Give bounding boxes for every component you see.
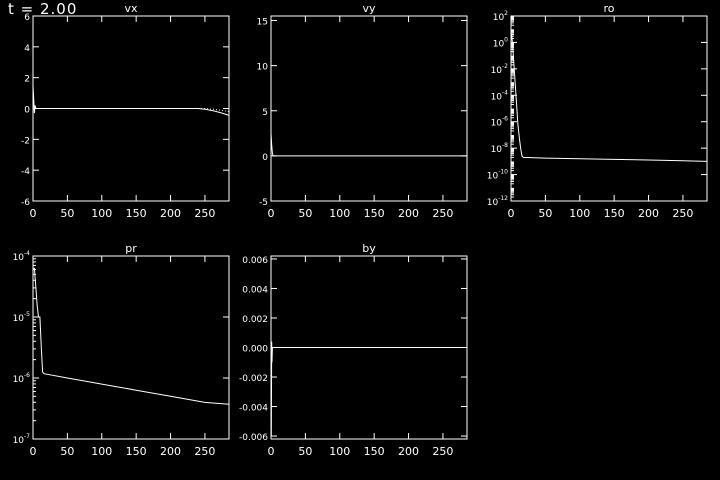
- x-tick-label: 0: [30, 445, 37, 458]
- series-line: [270, 133, 467, 157]
- series-line: [33, 267, 230, 405]
- y-tick-label: 10: [257, 63, 269, 73]
- plot-frame: [510, 15, 708, 202]
- x-tick-label: 100: [91, 207, 112, 220]
- y-tick-label: 6: [24, 13, 30, 23]
- x-tick-label: 150: [364, 445, 385, 458]
- y-tick-label: 10-12: [487, 195, 508, 208]
- x-tick-label: 50: [298, 445, 312, 458]
- x-tick-label: 100: [329, 445, 350, 458]
- x-tick-label: 100: [569, 207, 590, 220]
- series-line: [510, 34, 708, 162]
- x-tick-label: 0: [268, 445, 275, 458]
- y-tick-label: -0.004: [239, 404, 268, 414]
- y-tick-label: 10-4: [491, 89, 509, 102]
- y-tick-label: 10-8: [491, 142, 509, 155]
- x-tick-label: 250: [432, 445, 453, 458]
- x-tick-label: 50: [298, 207, 312, 220]
- series-line: [198, 108, 230, 113]
- y-tick-label: -0.006: [239, 433, 268, 443]
- y-tick-label: -4: [21, 167, 30, 177]
- x-tick-label: 150: [604, 207, 625, 220]
- x-tick-label: 200: [398, 445, 419, 458]
- y-tick-label: 102: [493, 10, 508, 23]
- y-tick-label: 10-7: [13, 433, 31, 446]
- y-tick-label: 0.004: [242, 285, 268, 295]
- y-tick-label: 0.002: [242, 315, 268, 325]
- chart-title: pr: [125, 242, 137, 255]
- x-tick-label: 200: [638, 207, 659, 220]
- chart-ro: ro 0 50 100 150 200 250 102 100 10-2 10-4 10-6 10-8 1…: [487, 2, 708, 220]
- y-tick-label: 0.000: [242, 345, 268, 355]
- x-tick-label: 250: [194, 207, 215, 220]
- y-tick-label: 0.006: [242, 256, 268, 266]
- chart-title: vy: [362, 2, 376, 15]
- y-tick-label: 10-2: [491, 63, 509, 76]
- y-tick-label: 10-10: [487, 169, 508, 182]
- x-tick-label: 250: [672, 207, 693, 220]
- x-tick-label: 250: [194, 445, 215, 458]
- y-tick-label: 4: [24, 44, 30, 54]
- chart-by: by 0 50 100 150 200 250 -0.006 -0.004 -0.002 0.000…: [239, 242, 468, 458]
- y-tick-label: 0: [24, 106, 30, 116]
- y-tick-label: -6: [21, 198, 30, 208]
- series-line: [32, 85, 230, 116]
- y-tick-label: 10-6: [491, 116, 509, 129]
- y-tick-label: 10-5: [13, 311, 31, 324]
- x-tick-label: 200: [160, 207, 181, 220]
- y-tick-label: 15: [257, 18, 268, 28]
- y-tick-label: 2: [24, 75, 30, 85]
- x-tick-label: 150: [364, 207, 385, 220]
- y-tick-label: -2: [21, 136, 30, 146]
- x-tick-label: 150: [126, 445, 147, 458]
- y-tick-label: 5: [262, 108, 268, 118]
- y-tick-label: 10-4: [13, 250, 31, 263]
- x-tick-label: 0: [268, 207, 275, 220]
- y-tick-label: -0.002: [239, 374, 268, 384]
- x-tick-label: 200: [398, 207, 419, 220]
- x-tick-label: 150: [126, 207, 147, 220]
- x-tick-label: 100: [91, 445, 112, 458]
- x-tick-label: 50: [60, 445, 74, 458]
- x-tick-label: 200: [160, 445, 181, 458]
- chart-title: by: [362, 242, 376, 255]
- chart-title: ro: [603, 2, 614, 15]
- x-tick-label: 100: [329, 207, 350, 220]
- plot-frame: [270, 15, 468, 202]
- y-tick-label: 10-6: [13, 372, 31, 385]
- y-tick-label: 100: [493, 36, 508, 49]
- x-tick-label: 50: [538, 207, 552, 220]
- time-label: t = 2.00: [8, 0, 78, 18]
- chart-title: vx: [124, 2, 138, 15]
- x-tick-label: 250: [432, 207, 453, 220]
- series-line: [270, 340, 467, 437]
- y-tick-label: 0: [262, 153, 268, 163]
- chart-vx: vx 0 50 100 150 200 250 -6 -4 -2 0 2 4 6: [21, 2, 230, 220]
- chart-pr: pr 0 50 100 150 200 250 10-4 10-5 10-6 10-7: [13, 242, 230, 458]
- y-tick-label: -5: [259, 198, 268, 208]
- plot-frame: [32, 255, 230, 440]
- x-tick-label: 0: [30, 207, 37, 220]
- x-tick-label: 0: [508, 207, 515, 220]
- x-tick-label: 50: [60, 207, 74, 220]
